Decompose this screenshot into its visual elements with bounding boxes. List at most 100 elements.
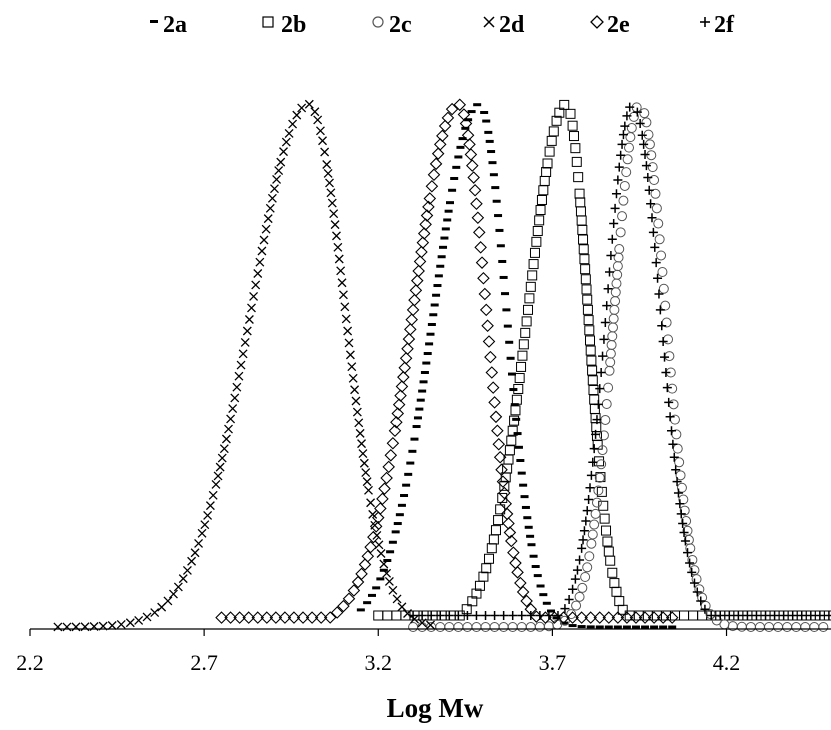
point-2f [671,465,681,475]
point-2f [651,258,661,268]
point-2e [382,460,395,474]
point-2a [613,625,622,629]
point-2b [531,236,542,247]
series-2c [408,102,829,632]
point-2d [362,477,372,487]
point-2a [400,494,409,498]
point-2d [107,621,117,630]
point-2d [251,280,261,290]
point-2c [489,622,500,632]
point-2e [367,530,380,544]
point-2a [506,356,515,360]
point-2d [279,147,288,157]
point-2c [651,203,662,214]
point-2d [343,326,353,336]
point-2d [203,510,213,520]
point-2d [417,618,427,628]
point-2f [499,610,509,620]
point-2d [333,242,343,252]
point-2f [585,483,595,493]
point-2d [379,559,389,569]
point-2e [453,98,467,112]
point-2d [200,520,210,530]
point-2f [614,162,624,172]
point-2f [598,351,608,361]
point-2a [458,137,467,141]
point-2b [509,415,520,426]
point-2e [491,424,504,438]
point-2d [361,468,371,478]
point-2e [410,274,424,287]
point-2b [382,610,393,621]
point-2e [495,463,508,476]
point-2c [610,287,621,298]
point-2c [681,516,692,527]
point-2c [663,334,674,345]
legend-marker-2d [483,16,495,28]
point-2d [247,303,256,313]
point-2d [340,302,350,312]
point-2a [631,625,640,629]
point-2b [571,156,582,167]
point-2d [337,278,347,288]
point-2a [529,554,538,558]
point-2a [367,593,376,597]
point-2f [609,219,619,229]
point-2d [255,257,265,267]
point-2e [401,342,414,355]
point-2a [419,380,428,384]
point-2b [579,254,590,265]
point-2e [647,611,661,624]
legend-label-2e: 2e [607,12,630,38]
point-2e [478,287,492,301]
point-2e [296,611,310,624]
point-2e [509,556,522,570]
point-2f [685,558,695,568]
point-2a [434,274,443,278]
point-2b [581,284,592,295]
point-2c [605,348,616,359]
point-2e [505,534,518,548]
series-2a [356,103,677,629]
point-2a [467,110,476,114]
point-2e [471,211,485,225]
point-2e [416,236,430,249]
point-2a [439,245,448,249]
point-2f [632,107,642,117]
point-2c [598,430,609,441]
point-2a [388,540,397,544]
point-2e [425,179,439,193]
point-2d [310,107,320,117]
point-2a [485,139,494,143]
point-2e [378,482,391,495]
point-2a [577,625,586,629]
point-2f [706,610,716,620]
legend-marker-2f [700,17,710,27]
point-2b [551,115,562,126]
point-2f [700,604,710,614]
point-2a [523,516,532,520]
point-2c [603,382,614,393]
point-2f [577,543,587,553]
point-2e [269,611,283,624]
point-2e [413,255,427,268]
point-2d [178,574,188,584]
point-2e [511,566,524,579]
point-2a [480,110,489,114]
point-2e [575,611,588,624]
point-2f [589,444,599,454]
point-2c [516,621,527,632]
point-2e [520,594,533,608]
point-2d [359,458,369,468]
point-2b [511,394,522,405]
series-2f [408,102,831,620]
point-2c [610,296,621,307]
point-2f [617,139,627,149]
legend-entry-2d: 2d [483,12,525,38]
point-2c [605,357,616,368]
point-2b [484,553,495,564]
point-2e [484,350,497,364]
point-2c [614,244,625,255]
point-2e [361,549,375,563]
x-tick-label: 2.2 [16,650,44,675]
